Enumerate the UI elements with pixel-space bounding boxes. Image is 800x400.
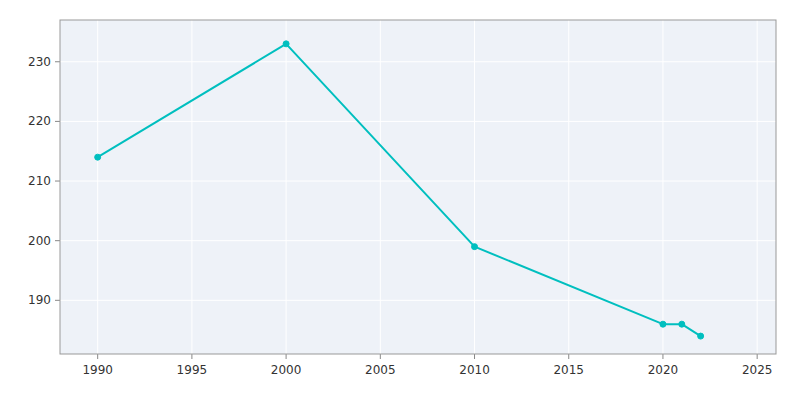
plot-frame [60, 20, 776, 354]
y-grid-line [60, 181, 776, 182]
y-tick-label: 210 [28, 174, 51, 188]
x-tick-label: 1990 [82, 363, 113, 377]
y-tick-label: 190 [28, 293, 51, 307]
x-tick [757, 354, 758, 359]
y-tick [55, 121, 60, 122]
x-tick-label: 2015 [553, 363, 584, 377]
series [95, 41, 704, 339]
chart: 1990 1995 2000 2005 2010 2015 2020 2025 190 200 21… [0, 0, 800, 400]
x-grid-line [662, 20, 663, 354]
x-tick-label: 1995 [177, 363, 208, 377]
x-grid-line [380, 20, 381, 354]
x-tick [662, 354, 663, 359]
point [472, 244, 478, 250]
x-tick [286, 354, 287, 359]
point [660, 321, 666, 327]
x-tick-label: 2010 [459, 363, 490, 377]
plot-background [60, 20, 776, 354]
x-tick [97, 354, 98, 359]
x-grid-line [474, 20, 475, 354]
y-grid-line [60, 121, 776, 122]
y-grid-line [60, 61, 776, 62]
axes: 1990 1995 2000 2005 2010 2015 2020 2025 190 200 21… [28, 55, 772, 377]
grid [60, 20, 776, 354]
y-tick [55, 240, 60, 241]
y-tick-label: 230 [28, 55, 51, 69]
x-tick [191, 354, 192, 359]
y-grid-line [60, 240, 776, 241]
y-tick [55, 300, 60, 301]
point [679, 321, 685, 327]
y-tick [55, 61, 60, 62]
x-grid-line [568, 20, 569, 354]
line [98, 44, 701, 336]
x-tick-label: 2020 [648, 363, 679, 377]
chart-container: 1990 1995 2000 2005 2010 2015 2020 2025 190 200 21… [0, 0, 800, 400]
x-tick [380, 354, 381, 359]
x-tick [568, 354, 569, 359]
point [283, 41, 289, 47]
x-grid-line [97, 20, 98, 354]
point [95, 154, 101, 160]
point [698, 333, 704, 339]
y-tick [55, 181, 60, 182]
x-tick-label: 2025 [742, 363, 773, 377]
y-tick-label: 220 [28, 114, 51, 128]
y-tick-label: 200 [28, 234, 51, 248]
x-tick-label: 2000 [271, 363, 302, 377]
x-tick [474, 354, 475, 359]
x-grid-line [757, 20, 758, 354]
x-tick-label: 2005 [365, 363, 396, 377]
y-grid-line [60, 300, 776, 301]
x-grid-line [286, 20, 287, 354]
x-grid-line [191, 20, 192, 354]
